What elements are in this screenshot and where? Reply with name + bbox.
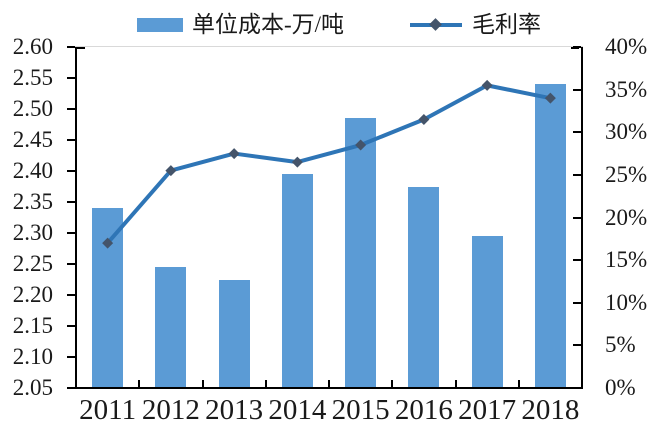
right-axis-tick: [573, 88, 581, 91]
right-axis-tick-label: 20%: [605, 204, 648, 230]
gross-margin-line: [105, 83, 553, 246]
x-axis-category-label: 2011: [79, 394, 137, 426]
right-axis-tick: [573, 259, 581, 262]
right-axis-tick: [573, 131, 581, 134]
left-axis-tick: [67, 232, 75, 234]
gross-margin-marker: [544, 92, 556, 104]
unit-cost-bar: [155, 267, 187, 388]
right-axis-tick-label: 30%: [605, 119, 648, 145]
left-axis-tick-label: 2.25: [12, 251, 53, 276]
gross-margin-marker: [102, 237, 114, 249]
left-axis-line: [75, 47, 77, 388]
bottom-axis-tick: [75, 380, 77, 387]
bottom-axis-tick: [517, 380, 520, 387]
left-axis-tick: [67, 46, 75, 48]
legend-gross-margin-label: 毛利率: [472, 12, 541, 37]
left-axis-tick: [67, 294, 75, 296]
right-axis-top-tick: [571, 47, 579, 49]
unit-cost-bar: [218, 279, 250, 388]
right-axis-tick: [573, 344, 581, 347]
left-axis-tick: [67, 108, 75, 110]
right-axis-tick-label: 0%: [605, 375, 636, 400]
bottom-axis-tick: [328, 380, 330, 387]
left-axis-tick-label: 2.15: [12, 313, 53, 338]
plot-top-border: [75, 46, 583, 47]
bottom-axis-tick: [391, 380, 394, 387]
right-axis-tick-label: 15%: [605, 247, 648, 273]
left-axis-tick-label: 2.40: [12, 158, 53, 183]
unit-cost-bar: [471, 236, 503, 388]
right-axis-tick-label: 40%: [605, 34, 648, 59]
right-axis-line: [581, 47, 583, 388]
unit-cost-bar: [408, 186, 440, 388]
right-axis-tick-label: 10%: [605, 289, 648, 315]
gross-margin-marker: [228, 148, 240, 160]
legend-item-unit-cost: 单位成本-万/吨: [137, 11, 344, 39]
right-axis-tick: [573, 387, 581, 389]
left-axis-tick-label: 2.45: [12, 127, 53, 152]
bottom-axis-tick: [581, 380, 583, 387]
x-axis-category-label: 2017: [458, 394, 517, 426]
left-axis-tick: [67, 263, 75, 265]
bottom-axis-tick: [201, 380, 204, 387]
x-axis-category-label: 2018: [521, 394, 580, 426]
left-axis-tick: [67, 325, 75, 327]
unit-cost-bar: [345, 118, 377, 388]
left-axis-tick-label: 2.30: [12, 220, 53, 245]
legend-item-gross-margin: 毛利率: [410, 11, 541, 39]
left-axis-tick: [67, 77, 75, 79]
left-axis-tick: [67, 356, 75, 358]
left-axis-tick-label: 2.35: [12, 189, 53, 214]
left-axis-top-tick: [77, 47, 85, 49]
gross-margin-marker: [481, 79, 493, 91]
left-axis-tick: [67, 387, 75, 389]
left-axis-tick-label: 2.10: [12, 344, 53, 369]
bottom-axis-tick: [138, 380, 141, 387]
left-axis-tick: [67, 201, 75, 203]
right-axis-tick: [573, 216, 581, 219]
gross-margin-marker: [291, 156, 303, 168]
bottom-axis-tick: [454, 380, 457, 387]
right-axis-tick-label: 25%: [605, 161, 648, 187]
left-axis-tick-label: 2.50: [12, 96, 53, 121]
right-axis-tick-label: 5%: [605, 332, 636, 358]
gross-margin-marker: [418, 113, 430, 125]
right-axis-tick: [573, 173, 581, 176]
left-axis-tick: [67, 139, 75, 141]
bottom-axis-tick: [264, 380, 267, 387]
left-axis-tick-label: 2.20: [12, 282, 53, 307]
x-axis-category-label: 2013: [205, 394, 264, 426]
gross-margin-marker: [355, 139, 367, 151]
x-axis-category-label: 2015: [331, 394, 390, 426]
line-series-swatch-icon: [410, 18, 462, 32]
x-axis-category-label: 2014: [268, 394, 327, 426]
bottom-axis-line: [75, 387, 583, 389]
unit-cost-bar: [534, 84, 566, 388]
legend-unit-cost-label: 单位成本-万/吨: [192, 12, 345, 37]
unit-cost-bar: [281, 174, 313, 388]
left-axis-tick-label: 2.05: [12, 375, 53, 400]
gross-margin-marker: [165, 165, 177, 177]
left-axis-tick: [67, 170, 75, 172]
right-axis-tick-label: 35%: [605, 76, 648, 102]
bar-series-swatch-icon: [137, 18, 183, 32]
left-axis-tick-label: 2.55: [12, 65, 53, 90]
left-axis-tick-label: 2.60: [12, 34, 53, 59]
x-axis-category-label: 2012: [141, 394, 200, 426]
x-axis-category-label: 2016: [394, 394, 453, 426]
right-axis-tick: [573, 301, 581, 304]
